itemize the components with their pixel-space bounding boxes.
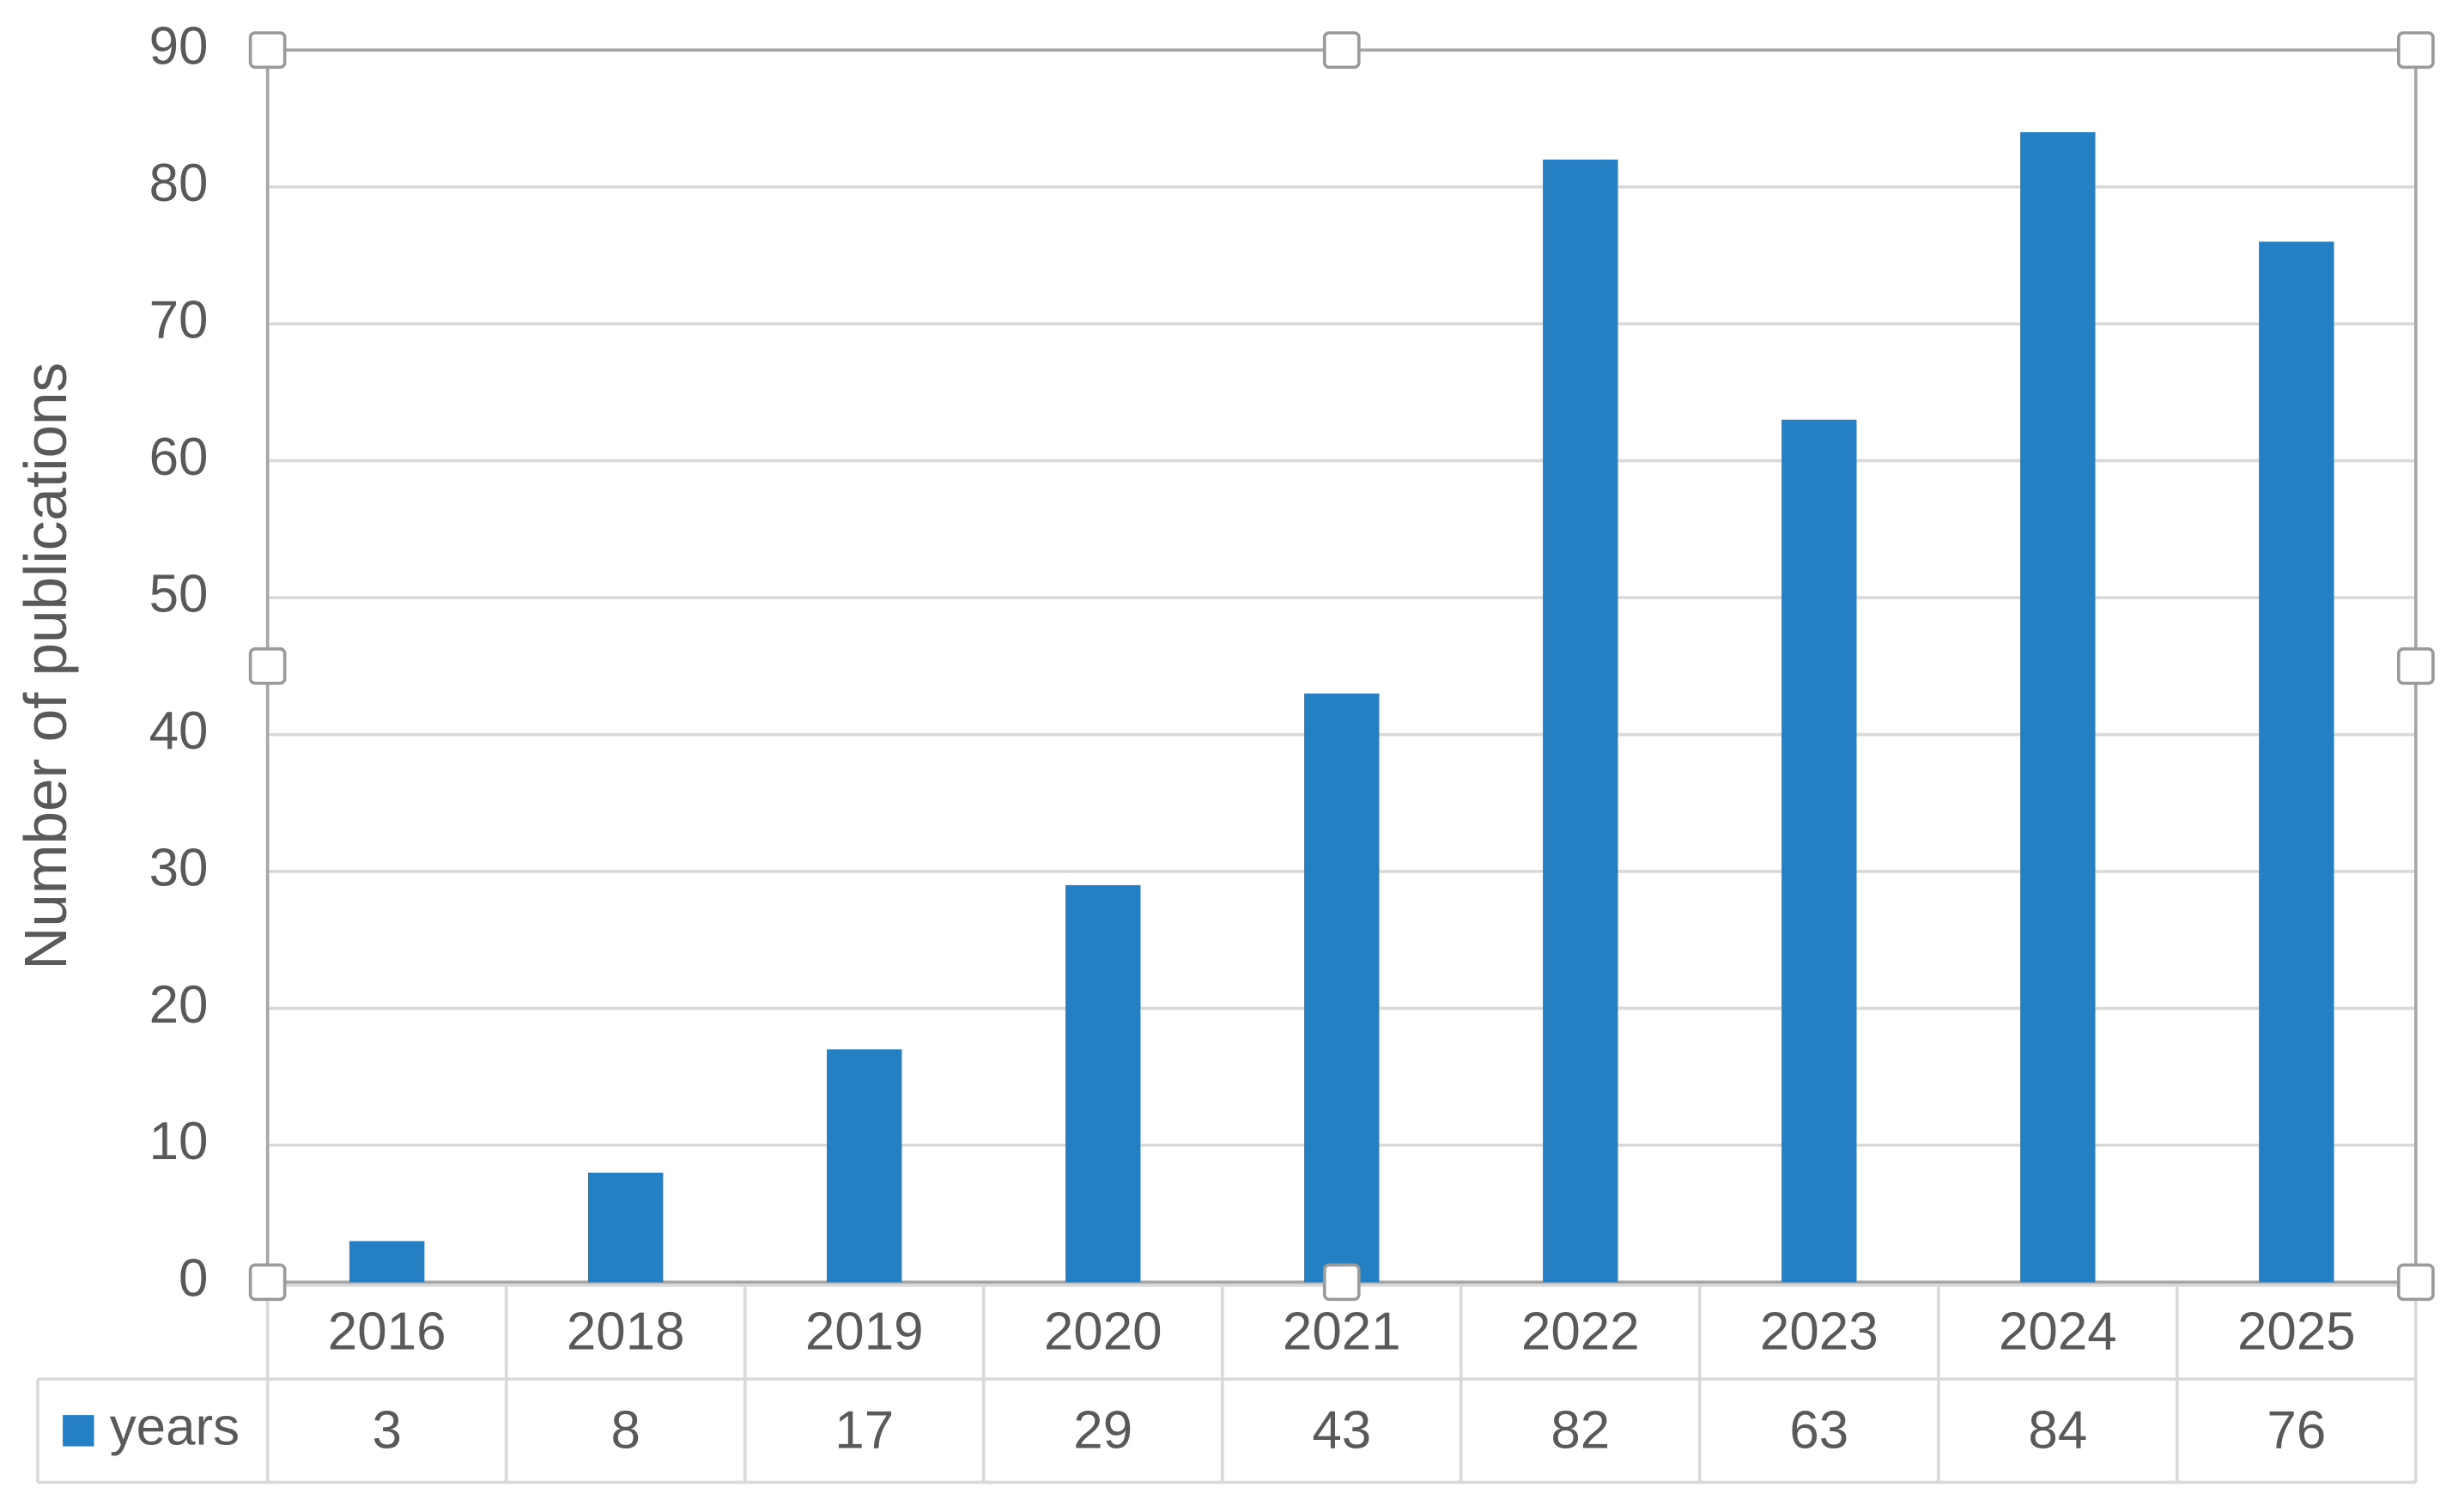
bar — [827, 1049, 902, 1283]
legend-swatch — [63, 1415, 94, 1447]
selection-handle — [2397, 647, 2435, 685]
table-value: 84 — [2028, 1400, 2087, 1460]
selection-handle — [248, 31, 287, 70]
y-tick-label: 30 — [149, 838, 209, 897]
table-value: 17 — [835, 1400, 894, 1460]
bar — [1304, 693, 1380, 1283]
x-tick-label: 2019 — [805, 1303, 924, 1362]
selection-handle — [1322, 1263, 1361, 1302]
y-tick-label: 70 — [149, 291, 209, 350]
table-value: 76 — [2267, 1400, 2326, 1460]
y-tick-label: 50 — [149, 564, 209, 623]
y-tick-label: 40 — [149, 701, 209, 761]
y-tick-label: 90 — [149, 17, 209, 76]
x-tick-label: 2016 — [328, 1303, 446, 1362]
x-tick-label: 2025 — [2237, 1303, 2356, 1362]
selection-handle — [1322, 31, 1361, 70]
bar — [2259, 241, 2334, 1283]
legend-label: years — [110, 1398, 240, 1457]
y-tick-label: 60 — [149, 428, 209, 487]
x-tick-label: 2023 — [1760, 1303, 1878, 1362]
x-tick-label: 2022 — [1521, 1303, 1640, 1362]
selection-handle — [2397, 1263, 2435, 1302]
y-tick-label: 80 — [149, 154, 209, 213]
y-tick-label: 20 — [149, 975, 209, 1035]
x-tick-label: 2020 — [1044, 1303, 1162, 1362]
table-value: 8 — [610, 1400, 640, 1460]
table-value: 63 — [1789, 1400, 1848, 1460]
selection-handle — [248, 1263, 287, 1302]
table-value: 82 — [1551, 1400, 1610, 1460]
y-tick-label: 0 — [179, 1249, 208, 1309]
bar — [1543, 159, 1618, 1283]
x-tick-label: 2018 — [567, 1303, 685, 1362]
bar — [1065, 884, 1141, 1283]
selection-handle — [248, 647, 287, 685]
y-tick-label: 10 — [149, 1112, 209, 1171]
selection-handle — [2397, 31, 2435, 70]
x-tick-label: 2021 — [1283, 1303, 1401, 1362]
bar — [587, 1172, 664, 1283]
bar — [1781, 419, 1857, 1283]
table-value: 29 — [1073, 1400, 1132, 1460]
bar — [349, 1241, 425, 1283]
x-tick-label: 2024 — [1999, 1303, 2117, 1362]
table-value: 43 — [1312, 1400, 1371, 1460]
y-axis-label: Number of publications — [12, 362, 79, 970]
table-value: 3 — [372, 1400, 401, 1460]
bar — [2020, 131, 2096, 1283]
